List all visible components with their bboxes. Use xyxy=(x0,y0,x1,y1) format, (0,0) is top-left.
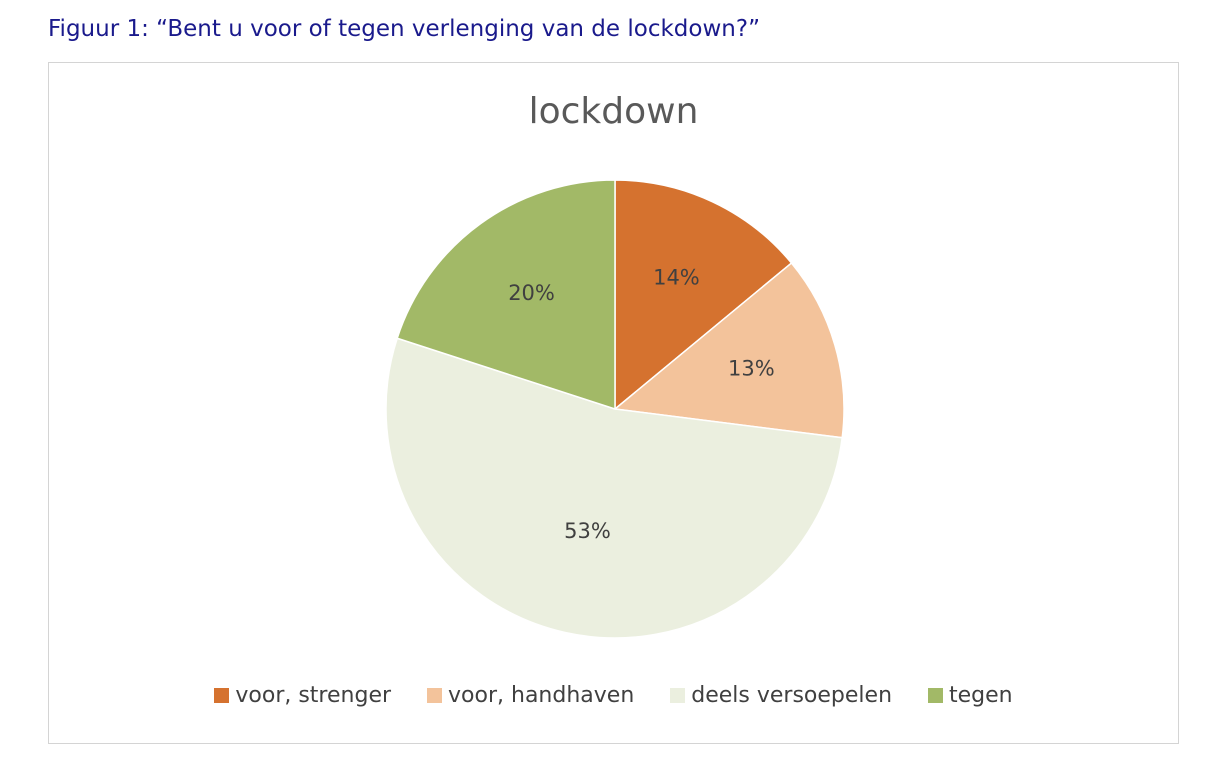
pie-slice-1 xyxy=(614,179,793,411)
legend-item: voor, strenger xyxy=(214,683,391,708)
legend-swatch xyxy=(214,688,230,703)
slice-label-2: 13% xyxy=(728,356,775,380)
legend-label: voor, handhaven xyxy=(448,683,635,708)
slice-label-4: 20% xyxy=(508,281,555,305)
legend: voor, strenger voor, handhaven deels verso… xyxy=(49,683,1178,708)
legend-label: voor, strenger xyxy=(235,683,392,708)
slice-label-3: 53% xyxy=(564,519,611,543)
legend-swatch xyxy=(928,688,944,703)
legend-item: voor, handhaven xyxy=(427,683,634,708)
chart-title: lockdown xyxy=(528,91,699,132)
figure-caption: Figuur 1: “Bent u voor of tegen verlengi… xyxy=(48,16,760,42)
pie-slice-2 xyxy=(613,261,845,439)
legend-label: deels versoepelen xyxy=(691,683,893,708)
pie-slice-3 xyxy=(385,337,844,639)
pie-slice-4 xyxy=(396,179,616,411)
legend-swatch xyxy=(427,688,443,703)
legend-item: deels versoepelen xyxy=(670,683,892,708)
pie-chart: 14% 13% 53% 20% xyxy=(385,179,845,639)
chart-area: lockdown 14% 13% 53% 20% voor, strenger voor… xyxy=(48,62,1179,744)
slice-label-1: 14% xyxy=(653,265,700,289)
legend-item: tegen xyxy=(928,683,1013,708)
legend-swatch xyxy=(670,688,686,703)
legend-label: tegen xyxy=(949,683,1013,708)
